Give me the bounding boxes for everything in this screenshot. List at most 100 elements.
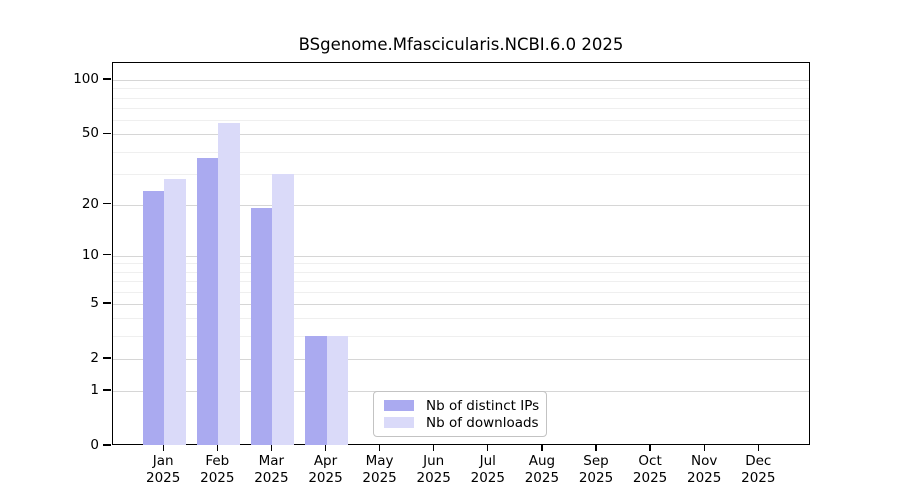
bar-downloads-apr xyxy=(326,336,348,445)
gridline-major-20 xyxy=(113,204,809,206)
y-tick-label-2: 2 xyxy=(90,349,99,366)
y-tick-mark-10 xyxy=(103,254,111,256)
x-tick-year-jul: 2025 xyxy=(470,469,505,486)
x-tick-year-sep: 2025 xyxy=(578,469,614,486)
x-tick-mark-jan xyxy=(162,445,164,451)
x-tick-mark-jun xyxy=(433,445,435,451)
x-tick-year-apr: 2025 xyxy=(308,469,343,486)
x-tick-mark-nov xyxy=(703,445,705,451)
y-tick-mark-20 xyxy=(103,202,111,205)
gridline-minor-40 xyxy=(113,151,809,153)
gridline-minor-3 xyxy=(113,336,809,338)
x-tick-year-mar: 2025 xyxy=(254,469,289,486)
x-tick-mark-jul xyxy=(487,445,489,451)
x-tick-month-jun: Jun xyxy=(423,453,445,469)
chart-title: BSgenome.Mfascicularis.NCBI.6.0 2025 xyxy=(298,35,624,54)
y-tick-label-100: 100 xyxy=(73,71,99,87)
legend-item-downloads: Nb of downloads xyxy=(384,414,546,431)
x-tick-month-may: May xyxy=(365,453,394,469)
gridline-minor-70 xyxy=(113,107,809,109)
gridline-major-5 xyxy=(113,303,809,305)
y-tick-label-50: 50 xyxy=(81,125,99,142)
gridline-minor-7 xyxy=(113,281,809,283)
legend-item-distinct-ips: Nb of distinct IPs xyxy=(384,397,546,414)
y-tick-label-1: 1 xyxy=(90,382,99,398)
x-tick-label-nov: Nov 2025 xyxy=(674,453,734,486)
gridline-major-2 xyxy=(113,358,809,360)
y-tick-label-0: 0 xyxy=(90,437,99,453)
bar-distinct-ips-apr xyxy=(305,336,327,445)
x-tick-year-oct: 2025 xyxy=(632,469,668,486)
x-tick-mark-dec xyxy=(757,445,759,451)
x-tick-label-oct: Oct 2025 xyxy=(620,453,680,486)
x-tick-mark-mar xyxy=(270,445,273,451)
x-tick-month-oct: Oct xyxy=(638,453,662,469)
x-tick-month-jul: Jul xyxy=(479,453,496,469)
x-tick-label-feb: Feb 2025 xyxy=(187,453,247,486)
x-tick-month-aug: Aug xyxy=(528,453,556,469)
bar-distinct-ips-feb xyxy=(196,157,219,445)
gridline-major-100 xyxy=(113,80,809,81)
bar-distinct-ips-mar xyxy=(250,208,273,445)
legend-label-distinct-ips: Nb of distinct IPs xyxy=(426,397,540,414)
legend-swatch-distinct-ips xyxy=(384,400,414,411)
x-tick-year-jan: 2025 xyxy=(146,469,181,486)
bar-downloads-mar xyxy=(272,173,294,445)
gridline-minor-9 xyxy=(113,263,809,265)
gridline-minor-4 xyxy=(113,318,809,320)
gridline-minor-80 xyxy=(113,97,809,99)
gridline-minor-30 xyxy=(113,173,809,175)
x-tick-year-nov: 2025 xyxy=(687,469,722,486)
x-tick-mark-sep xyxy=(595,445,597,451)
x-tick-month-nov: Nov xyxy=(691,453,718,469)
x-tick-label-may: May 2025 xyxy=(350,453,410,486)
x-tick-year-jun: 2025 xyxy=(416,469,451,486)
bar-distinct-ips-jan xyxy=(142,190,165,445)
y-tick-mark-5 xyxy=(103,302,111,304)
legend: Nb of distinct IPs Nb of downloads xyxy=(373,391,547,437)
x-tick-label-apr: Apr 2025 xyxy=(296,453,356,486)
x-tick-year-dec: 2025 xyxy=(741,469,776,486)
x-tick-mark-aug xyxy=(541,445,543,451)
y-tick-label-10: 10 xyxy=(81,246,99,263)
legend-swatch-downloads xyxy=(384,417,414,428)
bar-downloads-feb xyxy=(218,122,240,445)
x-tick-label-jun: Jun 2025 xyxy=(404,453,464,486)
x-tick-mark-oct xyxy=(649,445,651,451)
y-tick-mark-100 xyxy=(103,78,111,80)
x-tick-mark-feb xyxy=(216,445,218,451)
x-tick-month-feb: Feb xyxy=(205,453,230,469)
x-tick-mark-may xyxy=(378,445,381,451)
x-tick-year-feb: 2025 xyxy=(200,469,235,486)
x-tick-year-may: 2025 xyxy=(362,469,397,486)
x-tick-month-dec: Dec xyxy=(745,453,772,469)
x-tick-mark-apr xyxy=(324,445,327,451)
gridline-major-50 xyxy=(113,134,809,136)
gridline-minor-8 xyxy=(113,271,809,273)
gridline-minor-6 xyxy=(113,291,809,293)
y-tick-mark-50 xyxy=(103,132,111,134)
legend-label-downloads: Nb of downloads xyxy=(426,414,539,431)
gridline-minor-60 xyxy=(113,120,809,121)
x-tick-label-aug: Aug 2025 xyxy=(512,453,572,486)
y-tick-label-5: 5 xyxy=(90,294,99,311)
x-tick-label-jul: Jul 2025 xyxy=(458,453,518,486)
x-tick-year-aug: 2025 xyxy=(524,469,560,486)
x-tick-month-mar: Mar xyxy=(258,453,285,469)
bar-downloads-jan xyxy=(164,179,186,445)
x-tick-month-jan: Jan xyxy=(152,453,174,469)
y-tick-label-20: 20 xyxy=(81,195,99,212)
gridline-major-10 xyxy=(113,255,809,257)
x-tick-label-sep: Sep 2025 xyxy=(566,453,626,486)
x-tick-label-mar: Mar 2025 xyxy=(241,453,301,486)
plot-area xyxy=(112,62,810,445)
x-tick-label-dec: Dec 2025 xyxy=(728,453,788,486)
x-tick-month-sep: Sep xyxy=(583,453,609,469)
x-tick-month-apr: Apr xyxy=(313,453,338,469)
y-tick-mark-2 xyxy=(103,357,111,359)
x-tick-label-jan: Jan 2025 xyxy=(133,453,193,486)
y-tick-mark-0 xyxy=(103,444,111,446)
y-tick-mark-1 xyxy=(103,389,111,391)
gridline-minor-90 xyxy=(113,88,809,90)
